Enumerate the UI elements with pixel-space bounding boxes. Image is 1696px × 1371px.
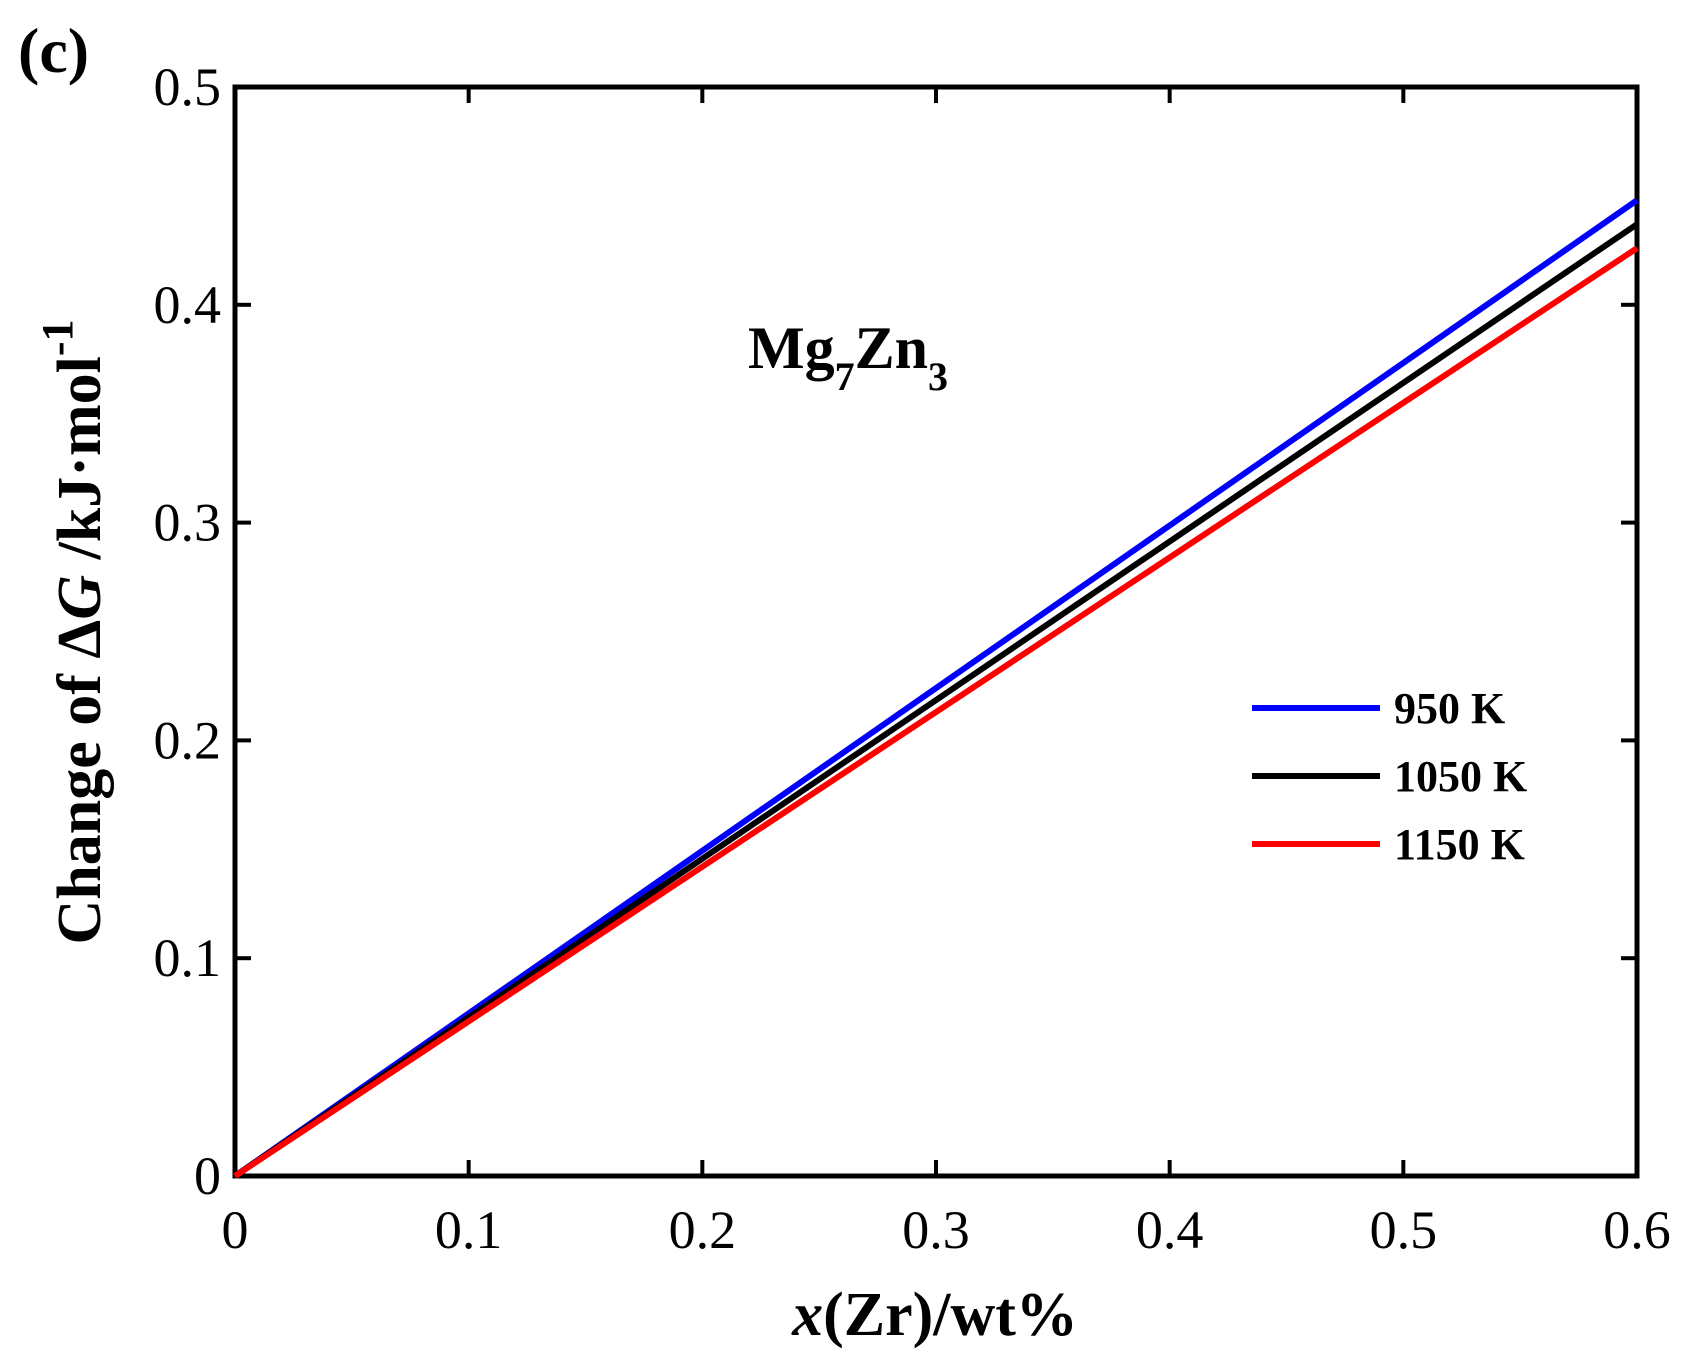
y-tick-label: 0.4 <box>154 275 222 335</box>
x-tick-label: 0.3 <box>902 1200 970 1260</box>
series-line-1 <box>233 221 1639 1179</box>
y-tick-label: 0.2 <box>154 710 222 770</box>
x-axis-title: x(Zr)/wt% <box>791 1281 1078 1349</box>
series-lines <box>233 197 1639 1179</box>
series-line-2 <box>233 245 1639 1179</box>
x-tick-label: 0 <box>222 1200 249 1260</box>
y-tick-labels: 0 0.1 0.2 0.3 0.4 0.5 <box>154 57 222 1206</box>
compound-annotation: Mg7Zn3 <box>748 315 948 399</box>
legend-label: 950 K <box>1394 684 1505 733</box>
y-tick-label: 0.3 <box>154 493 222 553</box>
x-tick-labels: 0 0.1 0.2 0.3 0.4 0.5 0.6 <box>222 1200 1671 1260</box>
y-tick-label: 0.5 <box>154 57 222 117</box>
x-tick-label: 0.6 <box>1603 1200 1671 1260</box>
y-tick-label: 0.1 <box>154 928 222 988</box>
legend-label: 1150 K <box>1394 820 1525 869</box>
panel-label: (c) <box>18 15 89 86</box>
x-tick-label: 0.4 <box>1136 1200 1204 1260</box>
series-line-0 <box>233 197 1639 1179</box>
x-tick-label: 0.1 <box>435 1200 503 1260</box>
legend: 950 K 1050 K 1150 K <box>1252 684 1527 869</box>
y-axis-title: Change of ΔG /kJ·mol-1 <box>33 320 114 945</box>
axis-ticks <box>233 85 1639 1178</box>
plot-frame <box>232 84 1640 1179</box>
y-tick-label: 0 <box>194 1146 221 1206</box>
x-tick-label: 0.2 <box>669 1200 737 1260</box>
legend-label: 1050 K <box>1394 752 1527 801</box>
x-tick-label: 0.5 <box>1370 1200 1438 1260</box>
